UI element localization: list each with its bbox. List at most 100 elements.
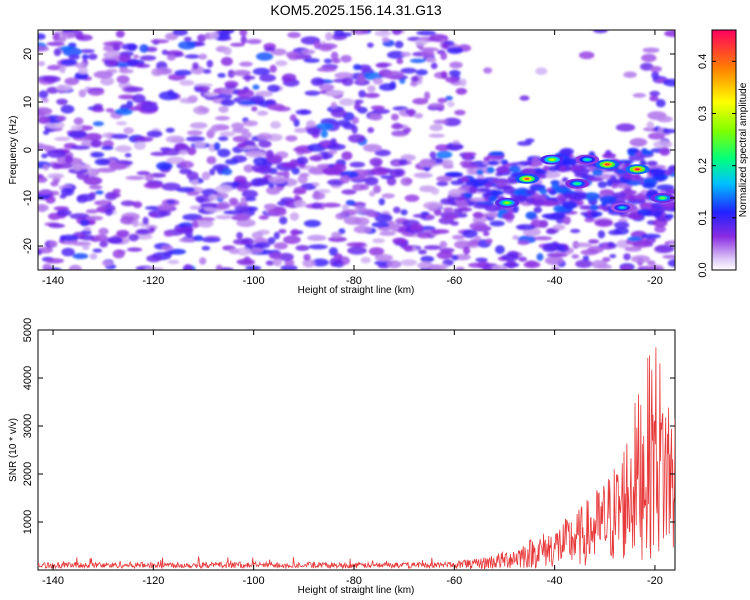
- heatmap-cell: [588, 239, 600, 244]
- heatmap-cell: [108, 162, 128, 170]
- heatmap-cell: [224, 158, 239, 165]
- heatmap-cell: [230, 42, 245, 47]
- heatmap-cell: [446, 47, 464, 54]
- heatmap-cell: [649, 90, 660, 97]
- heatmap-cell: [79, 49, 95, 54]
- heatmap-cell: [456, 200, 469, 209]
- heatmap-cell: [144, 267, 164, 270]
- heatmap-cell: [433, 119, 448, 125]
- heatmap-cell: [112, 188, 121, 194]
- heatmap-cell: [559, 147, 574, 156]
- heatmap-cell: [580, 249, 599, 256]
- heatmap-cell: [570, 228, 581, 234]
- x-tick-label: -120: [142, 575, 164, 587]
- heatmap-cell: [517, 141, 532, 146]
- heatmap-cell: [186, 191, 200, 196]
- heatmap-cell: [430, 187, 440, 195]
- heatmap-cell: [514, 194, 528, 203]
- heatmap-cell: [124, 153, 132, 158]
- heatmap-cell: [303, 58, 320, 63]
- heatmap-cell: [494, 179, 507, 188]
- heatmap-cell: [559, 158, 578, 166]
- heatmap-cell: [172, 30, 188, 36]
- heatmap-cell: [108, 192, 121, 198]
- heatmap-cell: [118, 94, 136, 100]
- heatmap-cell: [295, 109, 312, 115]
- heatmap-cell: [265, 260, 275, 266]
- heatmap-cell: [132, 218, 139, 228]
- heatmap-cell: [463, 246, 471, 255]
- heatmap-cell: [391, 132, 407, 137]
- heatmap-cell: [144, 206, 161, 210]
- heatmap-cell: [391, 113, 399, 121]
- heatmap-cell: [133, 141, 146, 150]
- heatmap-cell: [571, 254, 580, 259]
- heatmap-cell: [197, 220, 214, 228]
- heatmap-cell: [283, 170, 290, 180]
- heatmap-cell: [118, 53, 131, 63]
- heatmap-cell: [370, 166, 389, 176]
- heatmap-cell: [652, 210, 662, 218]
- heatmap-cell: [302, 258, 316, 268]
- heatmap-cell: [475, 257, 488, 262]
- heatmap-cell: [488, 195, 498, 202]
- heatmap-cell: [148, 226, 156, 233]
- heatmap-cell: [611, 183, 618, 189]
- heatmap-cell: [541, 213, 556, 219]
- heatmap-cell: [321, 202, 341, 208]
- heatmap-cell: [178, 237, 195, 243]
- heatmap-cell: [146, 130, 163, 138]
- heatmap-cell: [451, 234, 465, 240]
- heatmap-cell: [553, 205, 565, 213]
- heatmap-cell: [237, 142, 247, 149]
- heatmap-cell: [593, 30, 608, 34]
- heatmap-cell: [447, 101, 455, 108]
- heatmap-cell: [373, 185, 382, 194]
- heatmap-cell: [381, 193, 395, 199]
- heatmap-cell: [476, 187, 491, 193]
- heatmap-cell: [93, 103, 103, 110]
- heatmap-cell: [371, 221, 391, 228]
- heatmap-cell: [410, 76, 419, 83]
- heatmap-cell: [440, 71, 448, 79]
- heatmap-cell: [90, 151, 105, 158]
- heatmap-cell: [500, 159, 509, 165]
- heatmap-cell: [654, 225, 666, 233]
- heatmap-cell: [191, 219, 199, 229]
- heatmap-cell: [278, 252, 294, 261]
- heatmap-cell: [312, 192, 326, 200]
- heatmap-cell: [91, 107, 105, 113]
- y-tick-label: -10: [22, 190, 34, 206]
- heatmap-cell: [662, 254, 675, 259]
- heatmap-hotspot: [504, 201, 510, 204]
- heatmap-cell: [224, 80, 239, 88]
- heatmap-cell: [46, 41, 65, 47]
- heatmap-cell: [204, 92, 217, 97]
- heatmap-cell: [633, 173, 641, 180]
- heatmap-cell: [235, 247, 252, 256]
- heatmap-cell: [42, 75, 61, 83]
- heatmap-cell: [441, 42, 450, 49]
- heatmap-cell: [318, 83, 335, 91]
- heatmap-cell: [473, 203, 490, 209]
- heatmap-cell: [462, 229, 478, 238]
- heatmap-cell: [236, 258, 255, 266]
- heatmap-hotspot: [524, 177, 530, 180]
- heatmap-cell: [652, 165, 667, 170]
- heatmap-cell: [600, 202, 607, 207]
- heatmap-cell: [183, 264, 193, 270]
- heatmap-cell: [197, 34, 207, 42]
- heatmap-cell: [267, 237, 276, 245]
- heatmap-cell: [231, 122, 245, 130]
- heatmap-cell: [535, 168, 543, 175]
- heatmap-cell: [256, 110, 269, 116]
- heatmap-cell: [164, 231, 174, 237]
- heatmap-cell: [116, 75, 130, 84]
- heatmap-cell: [400, 177, 413, 186]
- heatmap-cell: [416, 30, 436, 36]
- heatmap-cell: [414, 39, 428, 46]
- heatmap-cell: [379, 231, 396, 236]
- heatmap-cell: [199, 257, 207, 265]
- heatmap-cell: [70, 125, 83, 131]
